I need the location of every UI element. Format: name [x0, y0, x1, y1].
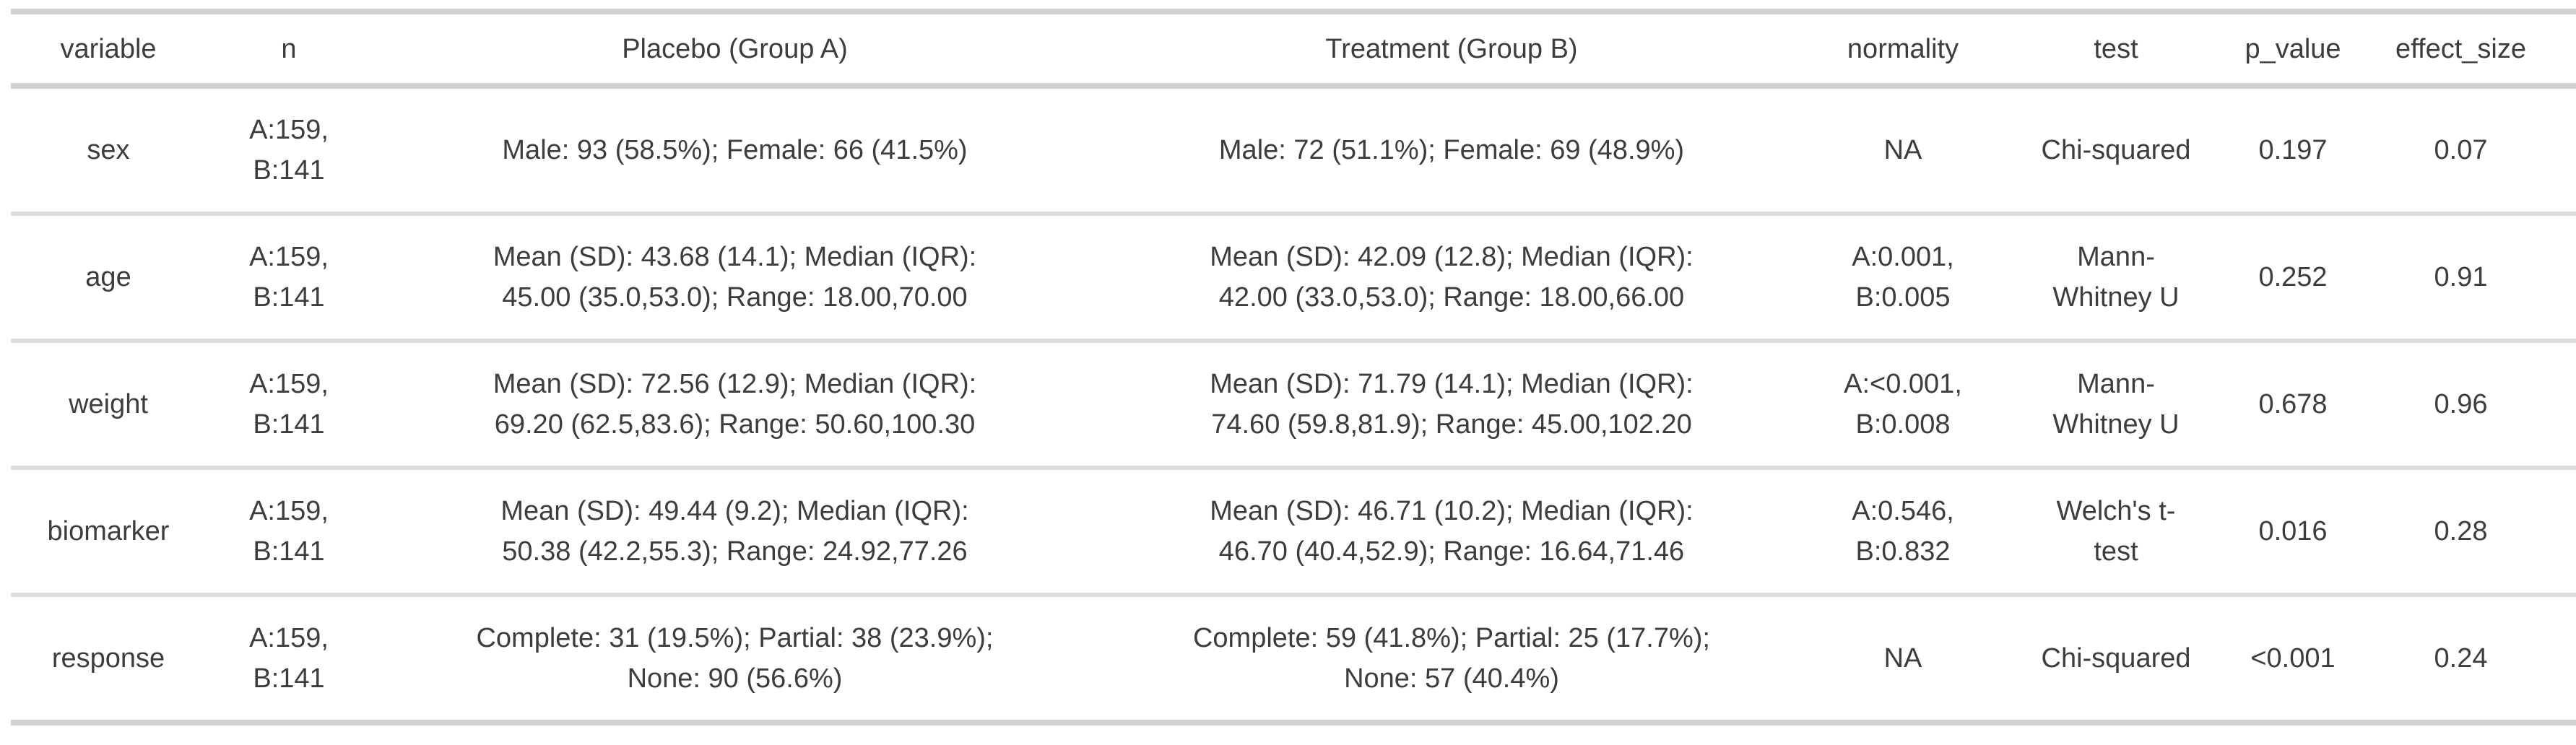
cell-response-test: Chi-squared [2000, 595, 2232, 726]
cell-biomarker-placebo-group-a: Mean (SD): 49.44 (9.2); Median (IQR): 50… [372, 468, 1098, 597]
summary-statistics-table: variable n Placebo (Group A) Treatment (Gro… [11, 9, 2576, 726]
cell-sex-effect-param: Cramer's V [2567, 86, 2576, 216]
cell-sex-treatment-group-b: Male: 72 (51.1%); Female: 69 (48.9%) [1098, 86, 1805, 216]
cell-biomarker-variable: biomarker [11, 468, 206, 597]
cell-weight-normality: A:<0.001, B:0.008 [1805, 341, 2000, 470]
cell-age-variable: age [11, 214, 206, 343]
cell-age-p-value: 0.252 [2232, 214, 2354, 343]
cell-biomarker-normality: A:0.546, B:0.832 [1805, 468, 2000, 597]
cell-biomarker-effect-param: Cohen's d [2567, 468, 2576, 597]
cell-weight-placebo-group-a: Mean (SD): 72.56 (12.9); Median (IQR): 6… [372, 341, 1098, 470]
cell-weight-treatment-group-b: Mean (SD): 71.79 (14.1); Median (IQR): 7… [1098, 341, 1805, 470]
cell-sex-placebo-group-a: Male: 93 (58.5%); Female: 66 (41.5%) [372, 86, 1098, 216]
cell-response-n: A:159, B:141 [206, 595, 372, 726]
cell-sex-variable: sex [11, 86, 206, 216]
cell-sex-n: A:159, B:141 [206, 86, 372, 216]
cell-age-n: A:159, B:141 [206, 214, 372, 343]
table-row-sex: sex A:159, B:141 Male: 93 (58.5%); Female:… [11, 86, 2576, 216]
cell-weight-effect-param: r [2567, 341, 2576, 470]
cell-response-effect-size: 0.24 [2354, 595, 2567, 726]
cell-weight-p-value: 0.678 [2232, 341, 2354, 470]
column-header-placebo-group-a: Placebo (Group A) [372, 9, 1098, 89]
table-row-response: response A:159, B:141 Complete: 31 (19.5%)… [11, 595, 2576, 726]
table-header: variable n Placebo (Group A) Treatment (Gro… [11, 9, 2576, 89]
cell-age-normality: A:0.001, B:0.005 [1805, 214, 2000, 343]
column-header-treatment-group-b: Treatment (Group B) [1098, 9, 1805, 89]
column-header-effect-size: effect_size [2354, 9, 2567, 89]
column-header-effect-param: effect_param [2567, 9, 2576, 89]
column-header-p-value: p_value [2232, 9, 2354, 89]
column-header-test: test [2000, 9, 2232, 89]
cell-weight-n: A:159, B:141 [206, 341, 372, 470]
cell-age-effect-size: 0.91 [2354, 214, 2567, 343]
cell-age-test: Mann- Whitney U [2000, 214, 2232, 343]
cell-response-treatment-group-b: Complete: 59 (41.8%); Partial: 25 (17.7%… [1098, 595, 1805, 726]
cell-response-effect-param: Cramer's V [2567, 595, 2576, 726]
column-header-variable: variable [11, 9, 206, 89]
cell-response-variable: response [11, 595, 206, 726]
cell-sex-effect-size: 0.07 [2354, 86, 2567, 216]
cell-sex-p-value: 0.197 [2232, 86, 2354, 216]
cell-biomarker-n: A:159, B:141 [206, 468, 372, 597]
column-header-n: n [206, 9, 372, 89]
cell-biomarker-effect-size: 0.28 [2354, 468, 2567, 597]
cell-biomarker-treatment-group-b: Mean (SD): 46.71 (10.2); Median (IQR): 4… [1098, 468, 1805, 597]
cell-sex-test: Chi-squared [2000, 86, 2232, 216]
table-row-weight: weight A:159, B:141 Mean (SD): 72.56 (12.9… [11, 341, 2576, 470]
cell-response-placebo-group-a: Complete: 31 (19.5%); Partial: 38 (23.9%… [372, 595, 1098, 726]
summary-statistics-table-container: variable n Placebo (Group A) Treatment (Gro… [11, 9, 2576, 726]
cell-weight-effect-size: 0.96 [2354, 341, 2567, 470]
cell-biomarker-test: Welch's t- test [2000, 468, 2232, 597]
cell-sex-normality: NA [1805, 86, 2000, 216]
cell-weight-variable: weight [11, 341, 206, 470]
header-row: variable n Placebo (Group A) Treatment (Gro… [11, 9, 2576, 89]
cell-age-placebo-group-a: Mean (SD): 43.68 (14.1); Median (IQR): 4… [372, 214, 1098, 343]
cell-response-p-value: <0.001 [2232, 595, 2354, 726]
cell-weight-test: Mann- Whitney U [2000, 341, 2232, 470]
cell-biomarker-p-value: 0.016 [2232, 468, 2354, 597]
table-row-age: age A:159, B:141 Mean (SD): 43.68 (14.1); … [11, 214, 2576, 343]
column-header-normality: normality [1805, 9, 2000, 89]
cell-age-treatment-group-b: Mean (SD): 42.09 (12.8); Median (IQR): 4… [1098, 214, 1805, 343]
cell-response-normality: NA [1805, 595, 2000, 726]
table-body: sex A:159, B:141 Male: 93 (58.5%); Female:… [11, 86, 2576, 726]
table-row-biomarker: biomarker A:159, B:141 Mean (SD): 49.44 (9… [11, 468, 2576, 597]
cell-age-effect-param: r [2567, 214, 2576, 343]
